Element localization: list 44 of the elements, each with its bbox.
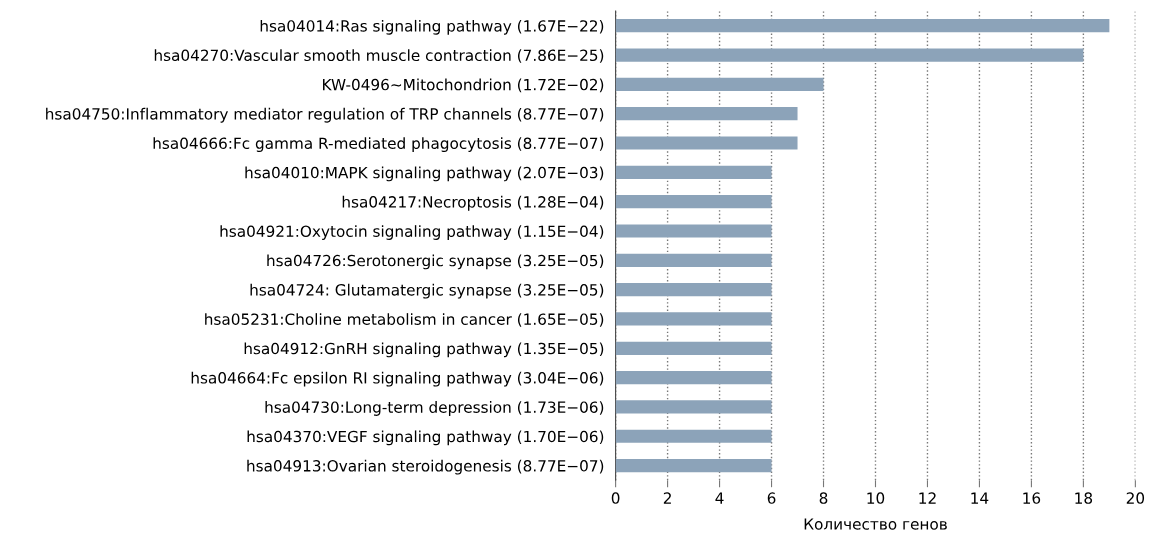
bar (615, 253, 772, 267)
y-tick-label: KW-0496~Mitochondrion (1.72E−02) (323, 78, 604, 93)
bar (615, 283, 772, 297)
bar (615, 400, 772, 414)
bar (615, 136, 798, 150)
y-tick-label: hsa04217:Necroptosis (1.28E−04) (342, 195, 604, 211)
x-tick-label: 8 (819, 492, 828, 504)
y-tick-label: hsa04912:GnRH signaling pathway (1.35E−05) (244, 342, 604, 358)
x-axis-title: Количество генов (804, 518, 947, 530)
x-tick-label: 14 (971, 492, 989, 504)
y-tick-label: hsa05231:Choline metabolism in cancer (1.65E−05) (205, 313, 604, 327)
x-tick-label: 0 (611, 492, 620, 504)
bar (615, 312, 772, 326)
y-tick-label: hsa04370:VEGF signaling pathway (1.70E−06) (247, 430, 604, 446)
y-tick-label: hsa04913:Ovarian steroidogenesis (8.77E−07) (247, 459, 604, 475)
y-tick-label: hsa04664:Fc epsilon RI signaling pathway (3.04E−06) (191, 371, 604, 387)
bar (615, 77, 824, 91)
bar (615, 107, 798, 121)
bar (615, 195, 772, 209)
y-tick-label: hsa04010:MAPK signaling pathway (2.07E−03) (245, 166, 604, 182)
y-tick-label: hsa04750:Inflammatory mediator regulation of TRP channels (8.77E−07) (46, 107, 604, 123)
bar (615, 371, 772, 385)
x-tick-label: 6 (767, 492, 776, 504)
y-tick-label: hsa04270:Vascular smooth muscle contraction (7.86E−25) (154, 49, 604, 63)
x-tick-label: 2 (663, 492, 671, 504)
y-tick-label: hsa04666:Fc gamma R-mediated phagocytosis (8.77E−07) (153, 137, 604, 152)
y-tick-label: hsa04014:Ras signaling pathway (1.67E−22) (260, 19, 604, 35)
bar (615, 458, 772, 473)
bar (615, 165, 772, 179)
y-tick-label: hsa04724: Glutamatergic synapse (3.25E−05) (250, 283, 604, 299)
x-tick-label: 18 (1075, 492, 1093, 504)
bar (615, 48, 1084, 62)
y-tick-label: hsa04921:Oxytocin signaling pathway (1.15E−04) (220, 225, 604, 240)
bar (615, 341, 772, 355)
bar (615, 19, 1110, 33)
bar (615, 224, 772, 238)
y-tick-label: hsa04730:Long-term depression (1.73E−06) (265, 401, 604, 416)
y-tick-label: hsa04726:Serotonergic synapse (3.25E−05) (267, 254, 604, 270)
x-tick-label: 4 (715, 492, 724, 504)
x-tick-label: 12 (919, 492, 936, 504)
bar (615, 429, 772, 443)
x-tick-label: 16 (1023, 492, 1041, 504)
x-tick-label: 10 (867, 492, 885, 504)
x-tick-label: 20 (1126, 492, 1145, 504)
